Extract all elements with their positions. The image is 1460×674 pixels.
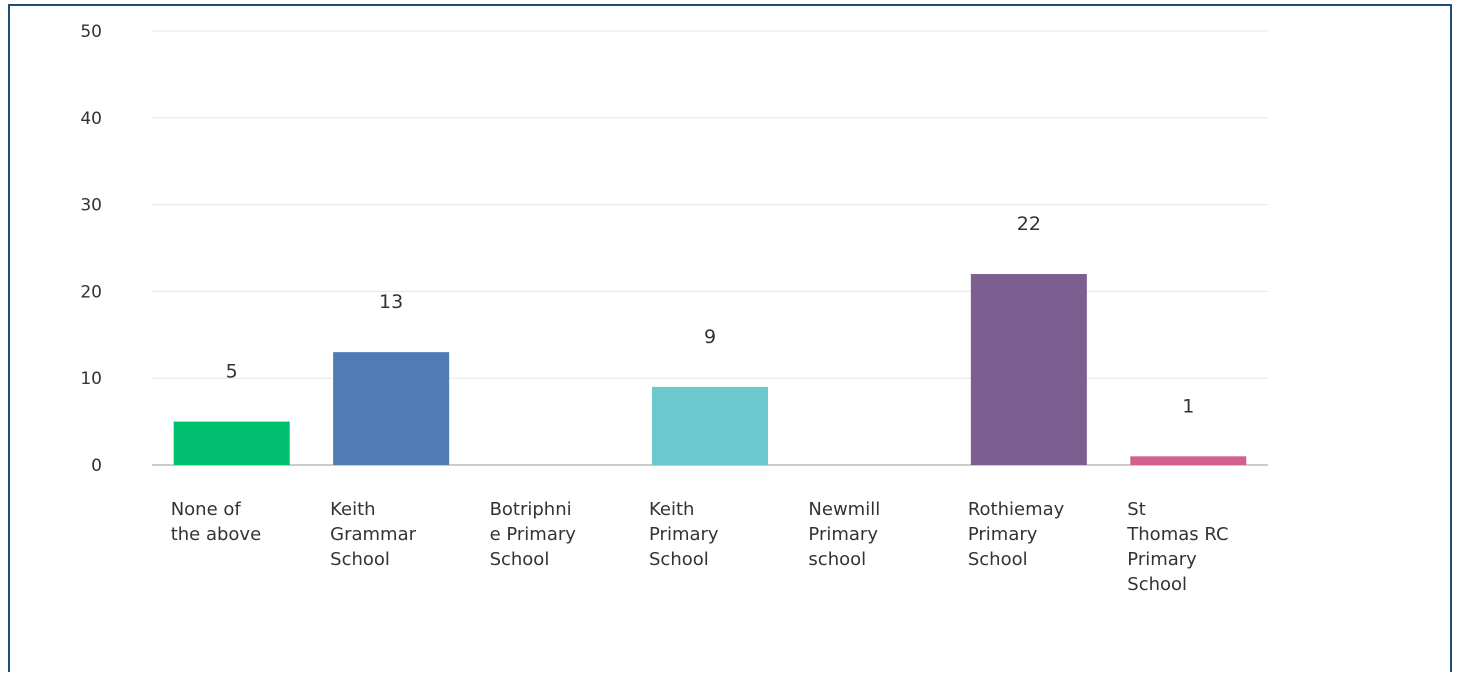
y-tick-label: 50	[80, 22, 102, 42]
chart-frame	[8, 4, 1452, 672]
x-category-label-line: Grammar	[330, 524, 416, 545]
x-category-label: None of the above	[171, 499, 261, 545]
y-axis-ticks: 0 10 20 30 40 50	[80, 22, 102, 476]
x-category-label-line: Botriphni	[490, 499, 572, 520]
x-category-label-line: Keith	[649, 499, 694, 520]
x-category-label-line: school	[808, 549, 866, 570]
x-category-label-line: School	[649, 549, 709, 570]
bar[interactable]	[173, 421, 290, 465]
x-category-label-line: St	[1127, 499, 1145, 520]
x-category-label-line: Primary	[1127, 549, 1197, 570]
x-category-label-line: School	[490, 549, 550, 570]
bar-value-label: 5	[226, 361, 238, 383]
x-category-label-line: e Primary	[490, 524, 577, 545]
x-category-label-line: School	[1127, 574, 1187, 595]
y-tick-label: 0	[91, 456, 102, 476]
x-category-label-line: the above	[171, 524, 261, 545]
bar[interactable]	[333, 352, 450, 465]
bar[interactable]	[1130, 456, 1247, 465]
y-tick-label: 20	[80, 282, 102, 302]
bar-value-label: 22	[1017, 213, 1041, 235]
bar-value-label: 9	[704, 326, 716, 348]
y-tick-label: 10	[80, 369, 102, 389]
bar[interactable]	[652, 386, 768, 465]
x-category-label: Newmill Primary school	[808, 499, 880, 570]
x-category-label-line: Primary	[808, 524, 878, 545]
x-category-label-line: School	[330, 549, 390, 570]
x-category-label-line: None of	[171, 499, 242, 520]
x-category-label: Keith Primary School	[649, 499, 719, 570]
x-category-label: Rothiemay Primary School	[968, 499, 1065, 570]
x-category-label-line: School	[968, 549, 1028, 570]
x-category-label: St Thomas RC Primary School	[1126, 499, 1228, 595]
x-category-label-line: Rothiemay	[968, 499, 1065, 520]
x-category-label-line: Thomas RC	[1126, 524, 1228, 545]
x-category-label-line: Keith	[330, 499, 375, 520]
bar-value-label: 13	[379, 291, 403, 313]
x-category-label-line: Primary	[649, 524, 719, 545]
y-tick-label: 40	[80, 109, 102, 129]
value-labels: 5 13 9 22 1	[226, 213, 1195, 417]
bar[interactable]	[970, 274, 1087, 465]
bar-value-label: 1	[1182, 395, 1194, 417]
bars	[173, 274, 1247, 465]
x-category-label: Botriphni e Primary School	[490, 499, 577, 570]
x-category-label: Keith Grammar School	[330, 499, 416, 570]
x-category-label-line: Newmill	[808, 499, 880, 520]
x-category-label-line: Primary	[968, 524, 1038, 545]
y-tick-label: 30	[80, 196, 102, 216]
